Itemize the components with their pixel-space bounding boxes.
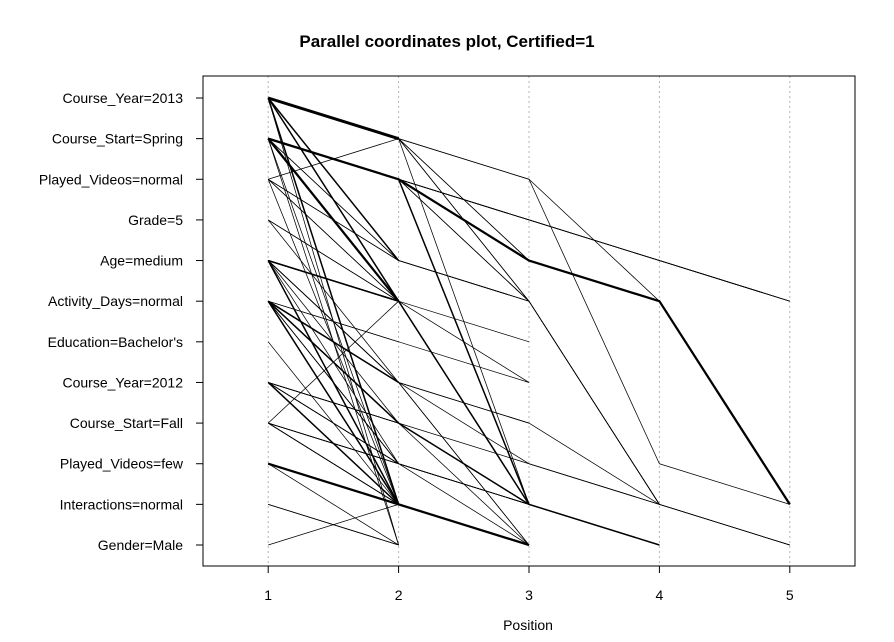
x-axis-label: Position xyxy=(503,617,553,633)
y-tick-label: Gender=Male xyxy=(98,537,183,553)
y-tick-label: Course_Start=Fall xyxy=(70,415,183,431)
x-tick-label: 4 xyxy=(656,587,664,603)
y-tick-label: Played_Videos=few xyxy=(60,456,184,472)
series-line xyxy=(267,97,400,262)
series-line xyxy=(268,463,399,505)
x-axis: 1 2 3 4 5 xyxy=(264,566,794,603)
y-tick-label: Grade=5 xyxy=(128,212,183,228)
grid-lines xyxy=(267,76,791,566)
series-line xyxy=(267,219,399,383)
series-line xyxy=(268,97,530,302)
data-lines xyxy=(267,96,791,547)
y-tick-label: Course_Start=Spring xyxy=(52,131,183,147)
series-line xyxy=(268,422,399,505)
y-tick-label: Education=Bachelor's xyxy=(48,334,183,350)
series-line xyxy=(267,300,660,505)
chart-title: Parallel coordinates plot, Certified=1 xyxy=(299,32,594,51)
series-line xyxy=(268,463,399,546)
y-tick-label: Age=medium xyxy=(100,253,183,269)
series-line xyxy=(268,300,530,383)
x-tick-label: 5 xyxy=(786,587,794,603)
y-tick-label: Interactions=normal xyxy=(60,496,183,512)
series-line xyxy=(268,382,399,424)
series-line xyxy=(268,504,399,546)
y-tick-label: Activity_Days=normal xyxy=(48,293,183,309)
y-tick-label: Course_Year=2012 xyxy=(62,374,183,390)
y-tick-label: Course_Year=2013 xyxy=(62,90,183,106)
x-tick-label: 2 xyxy=(395,587,403,603)
y-axis: Course_Year=2013 Course_Start=Spring Playe… xyxy=(39,90,203,553)
y-tick-label: Played_Videos=normal xyxy=(39,171,183,187)
x-tick-label: 3 xyxy=(525,587,533,603)
x-tick-label: 1 xyxy=(264,587,272,603)
series-line xyxy=(268,422,530,505)
